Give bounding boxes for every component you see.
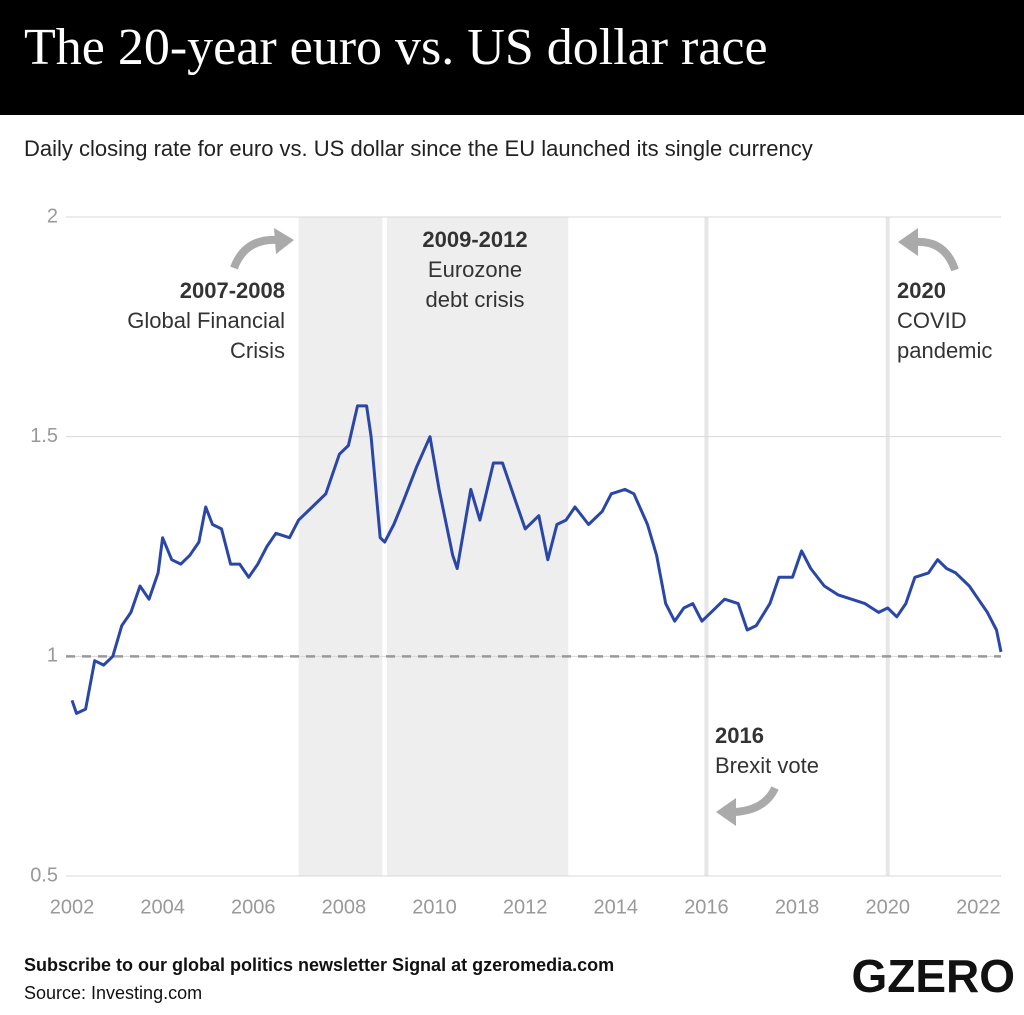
x-tick-label: 2002 [50, 896, 95, 918]
annotation-text: Brexit vote [715, 753, 819, 778]
x-tick-label: 2022 [956, 896, 1001, 918]
arrow [734, 786, 779, 816]
x-tick-label: 2012 [503, 896, 548, 918]
subtitle: Daily closing rate for euro vs. US dolla… [24, 136, 813, 161]
annotation-text: debt crisis [425, 287, 524, 312]
x-tick-label: 2006 [231, 896, 276, 918]
title-bar [0, 0, 1024, 115]
annotation-text: Crisis [230, 338, 285, 363]
x-tick-label: 2018 [775, 896, 820, 918]
chart-title: The 20-year euro vs. US dollar race [24, 19, 768, 76]
annotation-text: COVID [897, 308, 967, 333]
x-tick-label: 2014 [594, 896, 639, 918]
event-line [704, 217, 709, 876]
y-tick-label: 1.5 [30, 425, 58, 447]
x-tick-label: 2004 [140, 896, 185, 918]
arrow [230, 235, 279, 270]
annotation-heading: 2020 [897, 278, 946, 303]
annotation-heading: 2007-2008 [180, 278, 285, 303]
source: Source: Investing.com [24, 983, 202, 1003]
y-tick-label: 0.5 [30, 864, 58, 886]
arrows [230, 235, 959, 816]
footer: Subscribe to our global politics newslet… [24, 955, 614, 975]
x-tick-label: 2008 [322, 896, 367, 918]
arrowhead [274, 228, 294, 254]
y-tick-label: 2 [47, 205, 58, 227]
series-line [70, 404, 1003, 715]
y-tick-label: 1 [47, 645, 58, 667]
shaded-period [386, 217, 569, 876]
annotation-text: Global Financial [127, 308, 285, 333]
shaded-period [298, 217, 383, 876]
annotation-text: pandemic [897, 338, 992, 363]
x-tick-label: 2016 [684, 896, 729, 918]
arrow [914, 237, 959, 272]
arrowhead [716, 798, 736, 826]
plot: 0.5 1 1.5 2 2002 2004 2006 2008 2010 2012 2014 2016… [30, 205, 1003, 918]
logo: GZERO [851, 950, 1015, 1002]
arrowheads [274, 228, 918, 826]
annotation-heading: 2016 [715, 723, 764, 748]
event-line [885, 217, 890, 876]
arrowhead [898, 228, 918, 256]
x-tick-label: 2010 [412, 896, 457, 918]
x-tick-label: 2020 [865, 896, 910, 918]
annotation-heading: 2009-2012 [422, 227, 527, 252]
annotation-text: Eurozone [428, 257, 522, 282]
